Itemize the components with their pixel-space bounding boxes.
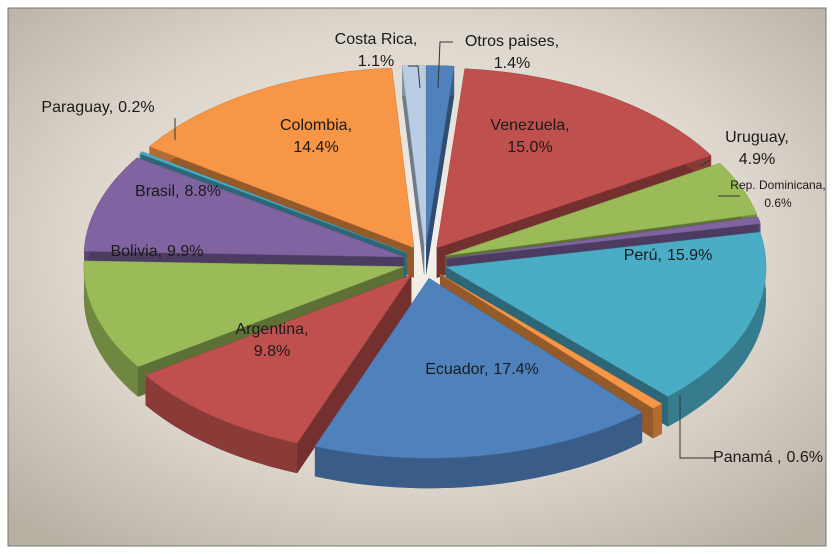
slice-label-value: 0.6% [764,196,792,210]
slice-label: Panamá , 0.6% [713,449,823,466]
slice-label-name: Uruguay, [725,129,789,146]
slice [83,260,404,368]
slice [446,216,761,259]
slice [445,231,767,397]
slice-label: Ecuador, 17.4% [425,361,539,378]
slice-label-value: 0.6% [787,449,823,466]
slice-label-name: Ecuador, [425,361,488,378]
slice [425,65,455,246]
slice-label: Brasil, 8.8% [135,183,221,200]
slice-label-value: 1.1% [358,53,394,70]
slice-label-name: Argentina, [236,321,309,338]
slice [436,68,712,249]
slice-label-value: 17.4% [493,361,538,378]
slice-label-name: Paraguay, [41,99,113,116]
slice-label-value: 0.2% [118,99,154,116]
slice [439,273,663,409]
slice-side [145,375,298,474]
slice-label-value: 9.9% [167,243,203,260]
slice-side [653,403,662,439]
slice-side [314,412,643,489]
slice [83,157,405,258]
slice-label-name: Bolivia, [110,243,162,260]
slice-label-value: 14.4% [293,139,338,156]
slice-label-name: Colombia, [280,117,352,134]
slice-label-value: 8.8% [184,183,220,200]
slice-label-name: Rep. Dominicana, [730,178,825,192]
pie [83,65,767,489]
slice-label-name: Perú, [624,247,662,264]
slice [139,151,407,254]
slice-wall [402,65,425,276]
leader-line [699,159,711,167]
slice-wall [426,66,455,276]
slice-label-name: Costa Rica, [335,31,418,48]
leader-line [679,395,715,459]
slice-label-value: 4.9% [739,151,775,168]
slice [145,274,412,444]
slice-label: Bolivia, 9.9% [110,243,203,260]
slice-label-value: 1.4% [494,55,530,72]
slice-label-value: 9.8% [254,343,290,360]
labels: Otros paises, 1.4% Venezuela, 15.0% Uruguay,… [41,31,825,466]
slice [314,277,643,459]
slice-label: Paraguay, 0.2% [41,99,154,116]
leader-line [437,41,453,89]
slice-label-name: Panamá , [713,449,781,466]
slice-label-value: 15.9% [667,247,712,264]
slice-side [83,260,139,397]
slice-label: Perú, 15.9% [624,247,713,264]
slice-label-name: Otros paises, [465,33,559,50]
slice-wall [297,274,412,474]
slice-label-name: Brasil, [135,183,179,200]
slice-label-value: 15.0% [507,139,552,156]
slice [148,67,415,249]
slice-label-name: Venezuela, [490,117,569,134]
slice [445,162,758,257]
leader-line [408,65,421,89]
